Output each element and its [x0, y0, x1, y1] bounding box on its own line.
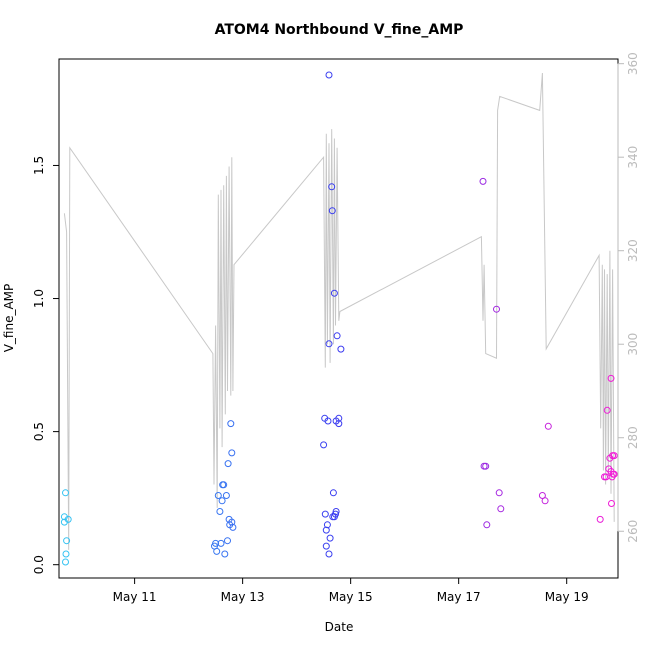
data-point-47: [335, 414, 343, 422]
data-point-66: [607, 374, 615, 382]
data-point-49: [337, 345, 345, 353]
data-point-50: [479, 177, 487, 185]
data-point-41: [330, 289, 338, 297]
data-point-36: [326, 534, 334, 542]
data-point-16: [221, 550, 229, 558]
chart-title: ATOM4 Northbound V_fine_AMP: [215, 22, 464, 38]
y2-tick-label-5: 360: [626, 52, 640, 75]
point-layer: [60, 71, 618, 566]
data-point-37: [328, 183, 336, 191]
y2-tick-label-2: 300: [626, 333, 640, 356]
data-point-58: [541, 497, 549, 505]
data-point-52: [482, 462, 490, 470]
data-point-33: [325, 340, 333, 348]
x-axis-label: Date: [325, 620, 354, 634]
data-point-6: [62, 558, 69, 566]
data-point-53: [483, 521, 491, 529]
data-point-10: [214, 492, 222, 499]
x-tick-label-3: May 17: [437, 590, 481, 604]
data-point-29: [322, 526, 330, 534]
data-point-40: [329, 489, 337, 497]
data-point-24: [228, 449, 236, 457]
series-line: [63, 72, 615, 550]
data-point-11: [216, 508, 224, 515]
data-point-28: [321, 510, 329, 518]
data-point-38: [328, 207, 336, 215]
data-point-0: [62, 489, 69, 497]
data-point-34: [325, 71, 333, 79]
data-point-25: [229, 523, 237, 531]
data-point-35: [325, 550, 333, 558]
data-point-5: [62, 550, 70, 558]
x-tick-label-2: May 15: [329, 590, 373, 604]
data-point-68: [608, 500, 615, 507]
data-point-26: [320, 441, 328, 449]
data-point-54: [493, 305, 500, 313]
data-point-23: [228, 518, 236, 526]
data-point-43: [332, 510, 339, 518]
data-point-56: [497, 505, 505, 513]
data-point-59: [544, 422, 552, 430]
y-tick-label-0: 0.0: [32, 555, 46, 574]
y2-tick-label-0: 260: [626, 520, 640, 543]
data-point-18: [224, 537, 231, 545]
data-point-17: [222, 492, 230, 499]
y-tick-label-3: 1.5: [32, 156, 46, 175]
y2-tick-label-4: 340: [626, 146, 640, 169]
data-point-22: [227, 420, 235, 428]
data-point-46: [333, 332, 341, 340]
x-tick-label-1: May 13: [221, 590, 265, 604]
y-tick-label-1: 0.5: [32, 422, 46, 441]
data-point-60: [596, 515, 604, 523]
y-axis-label: V_fine_AMP: [2, 284, 16, 353]
y2-axis: 260 280 300 320 340 360: [617, 52, 640, 543]
x-tick-label-4: May 19: [545, 590, 589, 604]
data-point-32: [324, 417, 332, 425]
data-point-30: [322, 542, 330, 550]
y2-tick-label-1: 280: [626, 426, 640, 449]
data-point-19: [224, 460, 232, 468]
line-layer: [63, 72, 615, 550]
data-point-13: [218, 497, 226, 505]
data-point-8: [212, 539, 220, 547]
data-point-44: [332, 508, 340, 515]
data-point-73: [610, 470, 618, 478]
data-point-57: [538, 492, 546, 499]
data-point-15: [220, 481, 228, 489]
y-axis: 0.0 0.5 1.0 1.5: [32, 156, 60, 574]
data-point-63: [603, 406, 611, 414]
y-tick-label-2: 1.0: [32, 289, 46, 308]
data-point-12: [217, 539, 225, 547]
data-point-3: [64, 515, 72, 523]
y2-tick-label-3: 320: [626, 239, 640, 262]
data-point-55: [495, 489, 503, 497]
data-point-9: [213, 547, 221, 555]
data-point-72: [610, 452, 618, 460]
x-axis: May 11 May 13 May 15 May 17 May 19: [113, 577, 589, 604]
data-point-31: [323, 521, 331, 529]
data-point-48: [335, 420, 343, 428]
data-point-4: [63, 537, 71, 545]
x-tick-label-0: May 11: [113, 590, 157, 604]
